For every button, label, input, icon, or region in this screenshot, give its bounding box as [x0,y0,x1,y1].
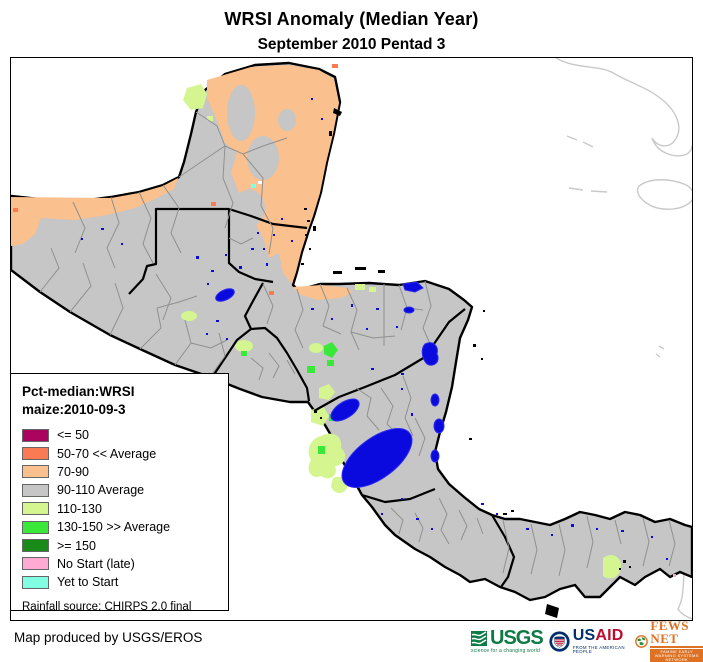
fewsnet-logo: FEWS NET FAMINE EARLY WARNING SYSTEMS NE… [635,619,703,662]
usaid-wordmark: USAID [572,626,624,644]
lake-izabal [215,288,235,302]
legend-swatch [22,539,49,553]
usgs-tagline: science for a changing world [471,648,540,654]
legend-item: Yet to Start [22,573,222,591]
legend-swatch [22,502,49,516]
usaid-seal-icon [549,630,570,652]
legend-swatch [22,557,49,571]
usgs-logo: USGS science for a changing world [471,627,544,654]
footer-logos: USGS science for a changing world USAID … [471,619,703,662]
region-110-130 [181,84,621,579]
legend-item-label: 70-90 [57,464,89,479]
admin-boundaries [39,111,676,577]
islands [301,108,631,618]
legend-item-label: 90-110 Average [57,483,145,498]
lakes-and-lagoons [215,281,445,488]
usaid-tagline: FROM THE AMERICAN PEOPLE [572,644,625,654]
legend-item-label: <= 50 [57,428,89,443]
producer-credit: Map produced by USGS/EROS [14,630,203,645]
legend-swatch [22,428,49,442]
legend-title-line1: Pct-median:WRSI [22,384,135,399]
legend-title-line2: maize:2010-09-3 [22,402,126,417]
legend-item-label: 130-150 >> Average [57,520,171,535]
legend-item-label: >= 150 [57,538,96,553]
legend-item: 50-70 << Average [22,444,222,462]
legend-item: 130-150 >> Average [22,518,222,536]
usaid-logo: USAID FROM THE AMERICAN PEOPLE [549,626,630,655]
fewsnet-tagline: FAMINE EARLY WARNING SYSTEMS NETWORK [650,649,703,662]
legend-item: 70-90 [22,463,222,481]
usgs-wordmark: USGS [490,627,544,649]
legend-item-label: 110-130 [57,501,102,516]
rainfall-source-note: Rainfall source: CHIRPS 2.0 final [22,600,192,613]
region-50-70 [13,64,338,295]
page-title: WRSI Anomaly (Median Year) [224,9,479,29]
water-dots [81,98,668,560]
legend-swatch [22,575,49,589]
fewsnet-wordmark: FEWS NET [650,619,703,648]
country-borders [128,207,516,588]
usgs-wave-icon [471,630,487,646]
lake-managua [330,398,360,422]
legend-item: <= 50 [22,426,222,444]
lake-nicaragua [341,428,413,488]
legend-item: >= 150 [22,536,222,554]
legend-item: No Start (late) [22,555,222,573]
legend-item-label: 50-70 << Average [57,446,157,461]
legend-swatch [22,447,49,461]
legend-item: 110-130 [22,500,222,518]
start-status-spots [251,181,676,577]
legend-box: Pct-median:WRSI maize:2010-09-3 <= 50 50… [10,373,229,613]
legend-swatch [22,520,49,534]
legend-rows: <= 50 50-70 << Average 70-90 90-110 Aver… [22,426,222,592]
legend-swatch [22,465,49,479]
legend-item-label: Yet to Start [57,575,119,590]
caratasca-lagoon [402,281,424,293]
central-america-map [11,58,692,620]
legend-swatch [22,483,49,497]
legend-item-label: No Start (late) [57,556,135,571]
page-subtitle: September 2010 Pentad 3 [257,36,446,53]
legend-item: 90-110 Average [22,481,222,499]
fewsnet-globe-icon [635,634,649,648]
